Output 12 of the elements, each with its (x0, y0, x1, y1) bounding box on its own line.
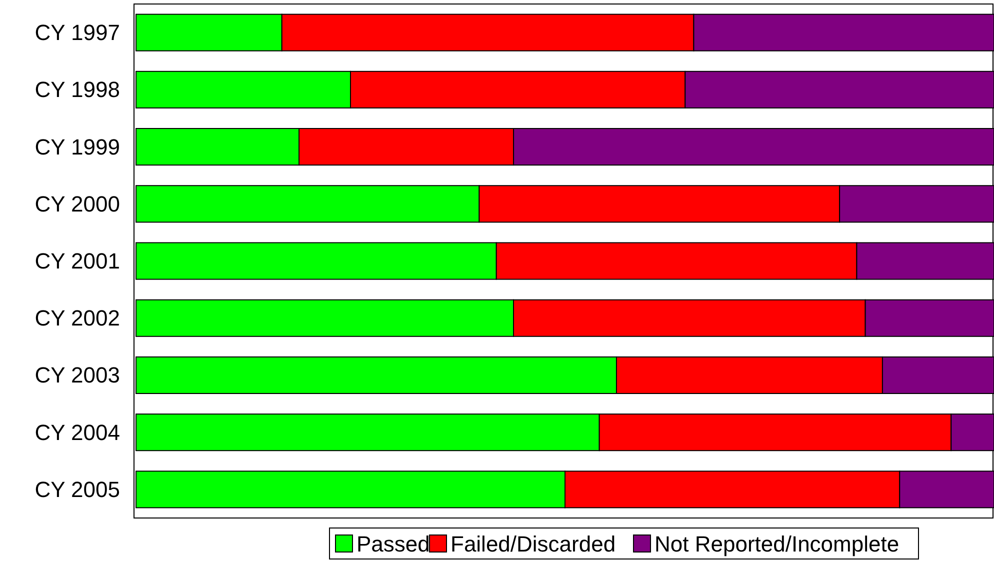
legend-label: Passed (356, 532, 430, 556)
legend-label: Not Reported/Incomplete (654, 532, 900, 556)
y-tick-label: CY 2002 (34, 306, 120, 331)
y-tick-label: CY 2005 (34, 476, 120, 502)
legend-label: Failed/Discarded (450, 532, 616, 556)
y-tick-label: CY 2004 (34, 420, 120, 445)
y-tick-label: CY 2003 (34, 362, 120, 388)
y-tick-label: CY 2000 (34, 191, 120, 216)
y-tick-label: CY 1997 (34, 20, 120, 46)
y-tick-label: CY 1999 (34, 134, 120, 160)
y-tick-label: CY 2001 (34, 248, 120, 274)
y-tick-label: CY 1998 (34, 77, 120, 102)
